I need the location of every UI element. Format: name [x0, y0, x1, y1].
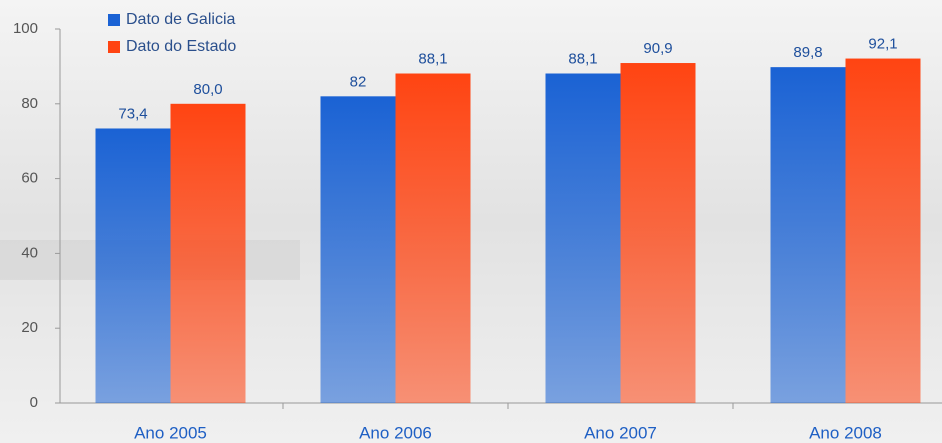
- bar: [621, 63, 696, 403]
- y-tick-label: 60: [21, 170, 38, 187]
- value-label: 82: [350, 73, 367, 90]
- value-label: 88,1: [418, 50, 447, 67]
- chart: 0 20 40 60 80 100 Ano 2005 73,4 80,0 Ano 2006 82 88…: [0, 0, 942, 443]
- y-tick-label: 0: [30, 394, 38, 411]
- bar: [96, 128, 171, 403]
- bar: [171, 104, 246, 403]
- value-label: 73,4: [118, 105, 147, 122]
- legend-swatch: [108, 41, 120, 53]
- value-label: 89,8: [793, 44, 822, 61]
- bar: [321, 96, 396, 403]
- bar: [846, 59, 921, 403]
- x-tick-label: Ano 2006: [359, 423, 432, 442]
- x-tick-label: Ano 2007: [584, 423, 657, 442]
- legend-swatch: [108, 14, 120, 26]
- y-tick-label: 100: [13, 20, 38, 37]
- bar: [396, 74, 471, 403]
- y-tick-label: 80: [21, 95, 38, 112]
- bar: [546, 74, 621, 403]
- bar: [771, 67, 846, 403]
- y-tick-label: 20: [21, 319, 38, 336]
- page: {"chart_data": {"type": "bar", "categori…: [0, 0, 942, 443]
- value-label: 90,9: [643, 40, 672, 57]
- value-label: 80,0: [193, 81, 222, 98]
- x-tick-label: Ano 2008: [809, 423, 882, 442]
- value-label: 88,1: [568, 50, 597, 67]
- y-tick-label: 40: [21, 244, 38, 261]
- legend-label: Dato do Estado: [126, 38, 236, 55]
- value-label: 92,1: [868, 36, 897, 53]
- x-tick-label: Ano 2005: [134, 423, 207, 442]
- legend-label: Dato de Galicia: [126, 11, 235, 28]
